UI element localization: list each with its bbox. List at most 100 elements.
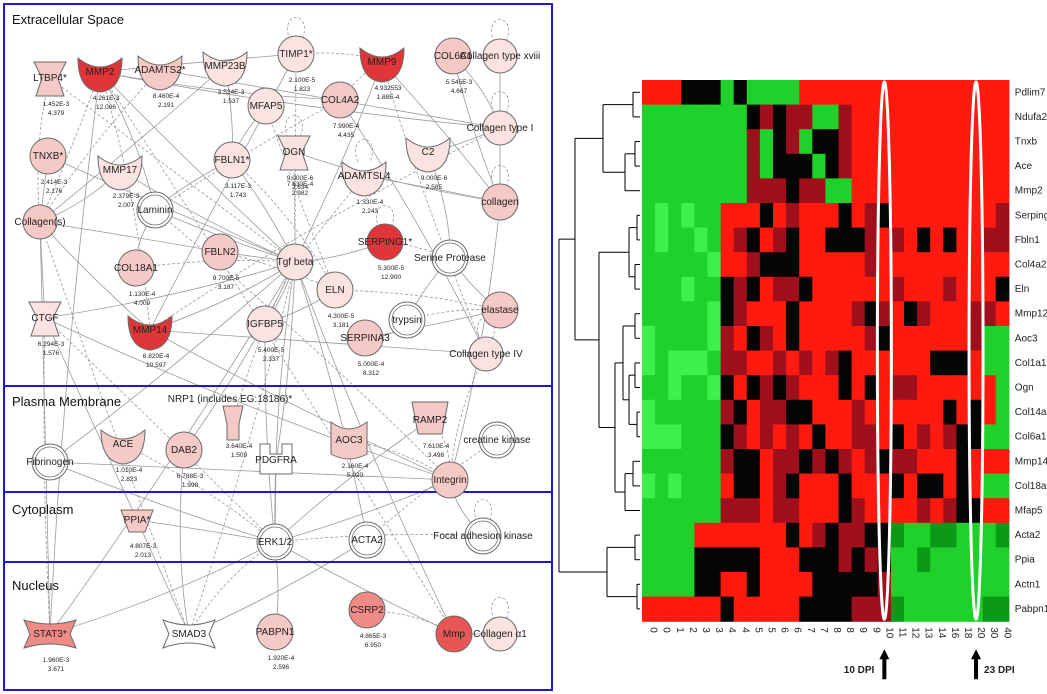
node-col6a1[interactable]: COL6A1 5.545E-3 4.667 [434, 37, 473, 95]
node-mmp14[interactable]: MMP14 6.820E-4 10.597 [127, 314, 173, 369]
heatmap-cell [956, 301, 971, 327]
node-pdgfra[interactable]: PDGFRA [255, 443, 297, 475]
heatmap-cell [890, 350, 905, 376]
node-tgfbeta[interactable]: Tgf beta [276, 243, 314, 281]
node-nrp1[interactable]: NRP1 (includes EG:18186)* [168, 394, 293, 405]
heatmap-cell [812, 178, 826, 204]
node-colalpha[interactable]: Collagen α1 [473, 616, 527, 652]
heatmap-cell [786, 547, 800, 573]
heatmap-cell [917, 252, 931, 278]
node-ck[interactable]: creatine kinase [463, 421, 531, 459]
trypsin-shape [388, 301, 426, 339]
node-aoc3[interactable]: AOC3 2.160E-4 5.020 [330, 420, 369, 479]
self-loop-edge [287, 17, 305, 41]
ctgf-shape [28, 301, 62, 337]
heatmap-cell [707, 547, 722, 573]
heatmap-cell [864, 350, 879, 376]
heatmap-cell [655, 572, 669, 598]
heatmap-cell [668, 547, 682, 573]
heatmap-cell [982, 596, 997, 622]
node-laminin[interactable]: Laminin [136, 191, 174, 229]
node-pabpn1[interactable]: PABPN1 1.920E-4 2.596 [256, 613, 295, 671]
node-erk[interactable]: ERK1/2 [256, 523, 294, 561]
node-mmp2[interactable]: MMP2 4.261E-3 12.006 [77, 56, 123, 111]
node-fibrinogen[interactable]: Fibrinogen [26, 443, 74, 481]
node-mmp23b[interactable]: MMP23B 3.524E-3 1.537 [202, 50, 248, 105]
heatmap-cell [668, 424, 682, 450]
node-ppia[interactable]: PPIA* 4.807E-3 2.013 [120, 509, 157, 559]
node-csrp2[interactable]: CSRP2 4.865E-3 6.950 [348, 591, 387, 649]
heatmap-cell [956, 227, 971, 253]
nrp1node-shape [222, 405, 244, 441]
node-fbln2[interactable]: FBLN2 9.700E-5 3.187 [201, 233, 240, 291]
heatmap-cell [681, 227, 695, 253]
node-serpina3[interactable]: SERPINA3 5.000E-4 8.312 [340, 319, 390, 377]
node-smad3[interactable]: SMAD3 [162, 619, 216, 649]
node-adamts2[interactable]: ADAMTS2* 8.460E-4 2.191 [134, 54, 186, 109]
node-stat-fold: 1.743 [230, 192, 247, 199]
heatmap-cell [995, 449, 1010, 475]
node-collagen[interactable]: collagen [481, 183, 519, 221]
heatmap-cell [707, 227, 722, 253]
heatmap-cell [799, 473, 813, 499]
node-fak[interactable]: Focal adhesion kinase [433, 517, 533, 555]
node-mmp17[interactable]: MMP17 2.379E-3 2.007 [97, 154, 143, 209]
node-timp1[interactable]: TIMP1* 2.100E-5 1.823 [277, 35, 316, 93]
heatmap-cell [642, 596, 656, 622]
node-coltypeiv[interactable]: Collagen type IV [449, 336, 523, 372]
node-mfap5[interactable]: MFAP5 [247, 87, 285, 125]
node-ctgf[interactable]: CTGF 6.294E-3 1.576 [28, 301, 65, 357]
node-stat-fold: 2.585 [426, 184, 443, 191]
node-col18a1[interactable]: COL18A1 1.130E-4 4.009 [114, 249, 158, 307]
node-tnxb[interactable]: TNXB* 2.414E-3 2.176 [29, 137, 68, 195]
heatmap-cell [864, 227, 879, 253]
node-collagens[interactable]: Collagen(s) [14, 204, 66, 240]
node-eln[interactable]: ELN 4.300E-5 3.181 [316, 271, 355, 329]
heatmap-cell [930, 227, 944, 253]
node-serprot[interactable]: Serine Protease [414, 239, 486, 277]
node-stat-pvalue: 4.932553 [374, 85, 401, 92]
heatmap-cell [943, 80, 957, 106]
node-ogn2[interactable]: 7.630E-4 2.982 [287, 181, 314, 197]
node-acta2[interactable]: ACTA2 [348, 521, 386, 559]
heatmap-cell [694, 203, 709, 229]
heatmap-cell [812, 449, 826, 475]
node-coltypei[interactable]: Collagen type I [467, 110, 534, 146]
collagens-shape [22, 204, 58, 240]
heatmap-cell [759, 399, 774, 425]
node-colxviii[interactable]: Collagen type xviii [460, 38, 541, 74]
node-ramp2[interactable]: RAMP2 7.610E-4 3.498 [411, 401, 450, 459]
heatmap-cell [655, 153, 669, 179]
node-nrp1node[interactable]: 3.640E-4 1.509 [222, 405, 253, 459]
timepoint-label: 6 [792, 627, 803, 633]
heatmap-cell [851, 276, 866, 302]
timepoint-label: 0 [648, 627, 659, 633]
node-igfbp5[interactable]: IGFBP5 5.400E-5 2.337 [246, 305, 285, 363]
node-ogn[interactable]: OGN 9.000E-6 2.634 [277, 135, 314, 191]
network-edge [179, 449, 190, 635]
node-c2[interactable]: C2 9.000E-6 2.585 [405, 136, 451, 191]
node-trypsin[interactable]: trypsin [388, 301, 426, 339]
node-adamtsl4[interactable]: ADAMTSL4 1.330E-4 2.243 [338, 160, 391, 215]
node-ltbp4[interactable]: LTBP4* 1.452E-3 4.379 [33, 61, 70, 117]
heatmap-cell [890, 129, 905, 155]
node-elastase[interactable]: elastase [481, 291, 519, 329]
node-ace[interactable]: ACE 1.010E-4 2.823 [100, 428, 146, 483]
heatmap-cell [969, 178, 984, 204]
node-integrin[interactable]: Integrin [431, 461, 469, 499]
heatmap-cell [694, 326, 709, 352]
node-dab2[interactable]: DAB2 6.788E-3 1.998 [165, 431, 204, 489]
node-label: MMP14 [133, 325, 168, 336]
heatmap-cell [655, 129, 669, 155]
node-serping1[interactable]: SERPING1* 5.300E-5 12.900 [358, 223, 413, 281]
node-mmp[interactable]: Mmp [435, 615, 473, 653]
node-mmp9[interactable]: MMP9 4.932553 1.88E-4 [359, 46, 405, 101]
node-fbln1[interactable]: FBLN1* 3.117E-3 1.743 [213, 141, 251, 199]
heatmap-cell [773, 104, 787, 130]
node-stat3[interactable]: STAT3* 1.960E-3 3.671 [23, 619, 77, 673]
heatmap-cell [773, 178, 787, 204]
heatmap-cell [720, 252, 735, 278]
node-label: DAB2 [171, 445, 198, 456]
node-stat-fold: 2.007 [118, 202, 135, 209]
node-col4a2[interactable]: COL4A2 7.990E-4 4.435 [321, 81, 360, 139]
